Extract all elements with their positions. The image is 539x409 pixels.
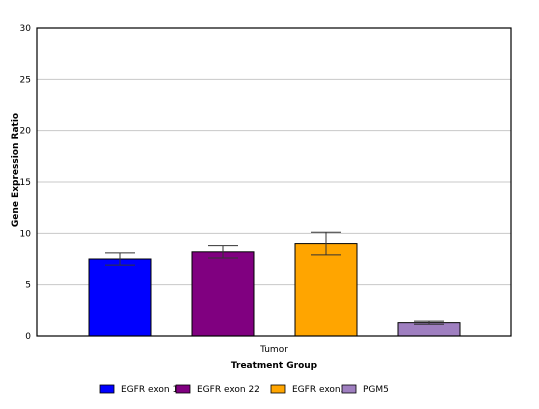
bar-3: [294, 243, 358, 337]
y-tick-label: 20: [20, 127, 32, 137]
y-tick-label: 30: [20, 24, 32, 34]
legend-label: EGFR exon 17: [121, 385, 184, 395]
x-axis-title: Treatment Group: [231, 361, 318, 371]
legend-swatch: [99, 384, 115, 394]
error-bar-3: [311, 231, 341, 256]
y-tick-label: 10: [20, 229, 32, 239]
grid-lines: [37, 78, 511, 286]
legend-swatch: [270, 384, 286, 394]
plot-area: [36, 27, 512, 337]
legend-swatch: [341, 384, 357, 394]
legend-item: PGM5: [341, 384, 389, 395]
legend-item: EGFR exon 22: [175, 384, 260, 395]
legend: EGFR exon 17 EGFR exon 22 EGFR exon3 PGM5: [99, 384, 389, 395]
legend-label: PGM5: [363, 385, 389, 395]
y-tick-label: 15: [20, 178, 31, 188]
bar-2: [191, 251, 255, 337]
legend-item: EGFR exon 17: [99, 384, 184, 395]
error-bar-2: [208, 245, 238, 259]
y-axis-title: Gene Expression Ratio: [11, 113, 21, 227]
y-tick-label: 5: [25, 281, 31, 291]
y-tick-label: 0: [25, 332, 31, 342]
error-bar-4: [414, 320, 444, 325]
legend-swatch: [175, 384, 191, 394]
legend-label: EGFR exon3: [292, 385, 346, 395]
error-bar-1: [105, 252, 135, 266]
bar-1: [88, 258, 152, 337]
bars: [88, 231, 461, 337]
legend-item: EGFR exon3: [270, 384, 346, 395]
legend-label: EGFR exon 22: [197, 385, 260, 395]
y-tick-label: 25: [20, 75, 31, 85]
x-tick-label: Tumor: [259, 345, 288, 355]
y-axis-ticks: 0 5 10 15 20 25 30: [20, 24, 32, 342]
